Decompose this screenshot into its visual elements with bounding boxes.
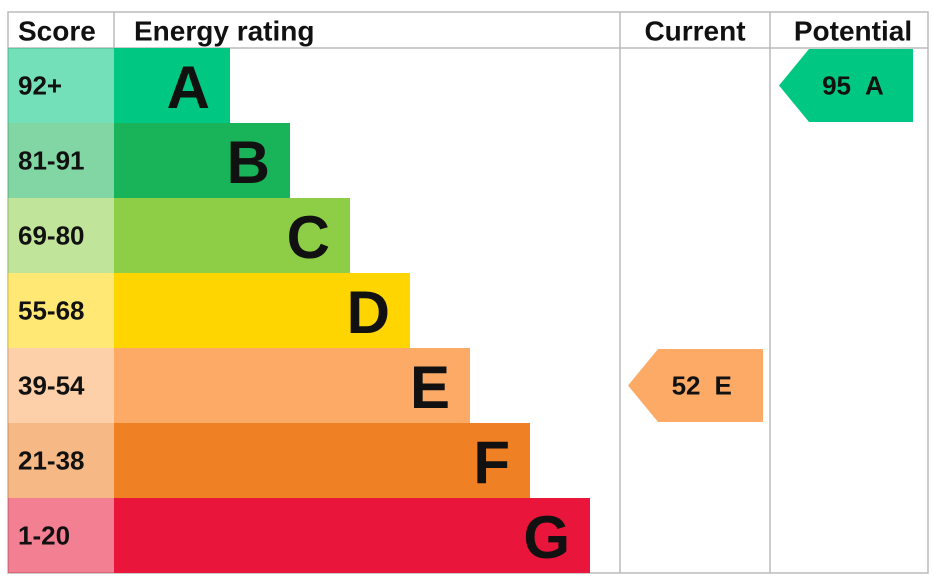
header-current: Current xyxy=(644,16,745,47)
rating-letter: F xyxy=(473,429,510,496)
score-label: 55-68 xyxy=(18,296,85,326)
score-cell xyxy=(8,123,114,198)
score-cell xyxy=(8,48,114,123)
rating-letter: B xyxy=(227,129,270,196)
potential-letter: A xyxy=(865,71,884,101)
score-cell xyxy=(8,198,114,273)
rating-letter: E xyxy=(410,354,450,421)
rating-bar xyxy=(114,348,470,423)
rating-bar xyxy=(114,423,530,498)
score-label: 92+ xyxy=(18,71,62,101)
current-arrow xyxy=(628,349,763,422)
potential-arrow xyxy=(779,49,913,122)
rating-bar xyxy=(114,498,590,573)
current-value: 52 xyxy=(672,371,701,401)
score-label: 81-91 xyxy=(18,146,85,176)
score-cell xyxy=(8,423,114,498)
header-score: Score xyxy=(18,16,96,47)
rating-letter: D xyxy=(347,279,390,346)
header-potential: Potential xyxy=(794,16,912,47)
current-letter: E xyxy=(715,371,732,401)
rating-bar xyxy=(114,273,410,348)
rating-letter: C xyxy=(287,204,330,271)
rating-letter: G xyxy=(523,504,570,571)
score-cell xyxy=(8,348,114,423)
score-label: 1-20 xyxy=(18,521,70,551)
score-label: 21-38 xyxy=(18,446,85,476)
score-cell xyxy=(8,273,114,348)
header-rating: Energy rating xyxy=(134,16,314,47)
score-cell xyxy=(8,498,114,573)
rating-bar xyxy=(114,48,230,123)
score-label: 69-80 xyxy=(18,221,85,251)
rating-bar xyxy=(114,198,350,273)
potential-value: 95 xyxy=(822,71,851,101)
score-label: 39-54 xyxy=(18,371,85,401)
rating-letter: A xyxy=(167,54,210,121)
rating-bar xyxy=(114,123,290,198)
